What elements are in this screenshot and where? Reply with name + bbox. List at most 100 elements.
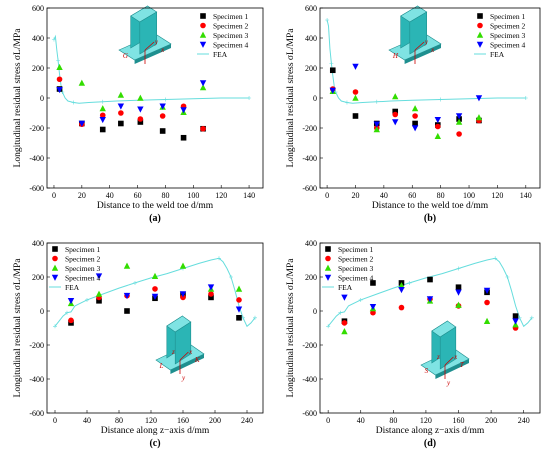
x-tick-label: 0: [325, 191, 329, 200]
panel-label: (d): [424, 438, 436, 449]
model-label: S: [425, 367, 429, 375]
y-tick-label: 200: [32, 64, 44, 73]
y-tick-label: 0: [313, 307, 317, 316]
data-point: [99, 116, 106, 124]
data-point: [124, 308, 130, 314]
fea-point: [85, 297, 89, 302]
legend-marker-swatch: [325, 255, 331, 262]
fea-point: [65, 310, 69, 315]
legend-marker-swatch: [477, 22, 483, 29]
fea-point: [229, 275, 233, 279]
fea-point: [71, 100, 76, 105]
y-tick-label: -400: [302, 375, 317, 384]
data-point: [329, 67, 336, 74]
x-tick-label: 200: [485, 416, 497, 425]
data-point: [235, 285, 243, 292]
y-tick-label: -400: [29, 375, 44, 384]
data-point: [369, 303, 377, 311]
y-tick-label: 200: [305, 273, 317, 282]
fea-point: [53, 324, 57, 329]
x-tick-label: 0: [53, 416, 57, 425]
fea-point: [51, 37, 56, 42]
x-tick-label: 60: [134, 191, 142, 200]
x-tick-label: 120: [420, 416, 432, 425]
fea-point: [56, 58, 61, 63]
y-tick-label: 400: [305, 34, 317, 43]
data-point: [411, 125, 419, 132]
fea-point: [329, 61, 334, 66]
x-tick-label: 240: [518, 416, 530, 425]
data-point: [512, 318, 519, 325]
data-point: [68, 317, 74, 324]
data-point: [412, 113, 418, 119]
data-point: [373, 126, 380, 133]
model-label: x: [430, 46, 435, 54]
x-tick-label: 120: [215, 191, 227, 200]
data-point: [434, 132, 442, 140]
y-tick-label: -200: [29, 124, 44, 133]
fea-point: [100, 99, 105, 104]
legend-entry: FEA: [490, 50, 505, 59]
x-tick-label: 100: [463, 191, 475, 200]
data-point: [151, 293, 159, 300]
x-tick-label: 160: [177, 416, 189, 425]
data-point: [180, 107, 187, 114]
x-tick-label: 240: [241, 416, 253, 425]
legend-entry: Specimen 1: [213, 12, 248, 21]
data-point: [455, 113, 463, 120]
y-tick-label: -600: [302, 409, 317, 418]
fea-point: [326, 324, 331, 329]
data-point: [180, 134, 187, 141]
fea-point: [133, 280, 137, 285]
model-label: x: [160, 46, 165, 54]
data-point: [398, 282, 405, 289]
legend-entry: Specimen 4: [65, 273, 100, 282]
fea-point: [374, 99, 379, 104]
model-label: T: [460, 361, 465, 369]
legend-marker-swatch: [325, 246, 331, 252]
legend-entry: Specimen 4: [213, 40, 248, 49]
data-point: [483, 287, 491, 294]
data-point: [352, 94, 359, 101]
panel-label: (a): [149, 213, 161, 224]
data-point: [137, 94, 144, 101]
x-tick-label: 120: [145, 416, 157, 425]
data-point: [56, 86, 63, 94]
x-axis-arrow-shape: [179, 351, 189, 361]
data-point: [137, 106, 144, 113]
y-tick-label: 600: [32, 4, 44, 13]
y-tick-label: -400: [302, 154, 317, 163]
data-point: [341, 320, 348, 326]
data-point: [123, 292, 131, 300]
data-point: [208, 291, 214, 297]
data-point: [456, 131, 462, 137]
data-point: [95, 290, 103, 297]
x-tick-label: 40: [357, 416, 365, 425]
data-point: [484, 299, 490, 306]
data-point: [427, 276, 433, 283]
data-point: [398, 304, 405, 311]
data-point: [200, 125, 206, 132]
x-axis-label: Distance to the weld toe d/mm: [97, 201, 214, 211]
legend-entry: Specimen 1: [65, 245, 100, 254]
y-axis-label: Longitudinal residual stress σL/MPa: [13, 28, 23, 168]
chart-panel: L Kx y z -600 -400 -200 0 200 400 0 40 80 120 160 200 24…: [13, 239, 264, 449]
model-label: K: [194, 356, 200, 364]
y-tick-label: 200: [305, 64, 317, 73]
data-point: [411, 105, 419, 112]
fea-point: [505, 275, 510, 279]
data-point: [159, 103, 166, 110]
legend-entry: Specimen 2: [213, 21, 248, 30]
y-axis-label: Longitudinal residual stress σL/MPa: [286, 28, 296, 168]
x-tick-label: 40: [380, 191, 388, 200]
model-label: z: [171, 348, 175, 356]
base-plate-edge-shape: [134, 44, 171, 64]
data-point: [426, 296, 434, 303]
data-point: [236, 297, 242, 303]
fea-point: [456, 266, 461, 271]
data-point: [56, 76, 63, 83]
x-tick-label: 60: [408, 191, 416, 200]
legend-marker-swatch: [476, 31, 484, 38]
